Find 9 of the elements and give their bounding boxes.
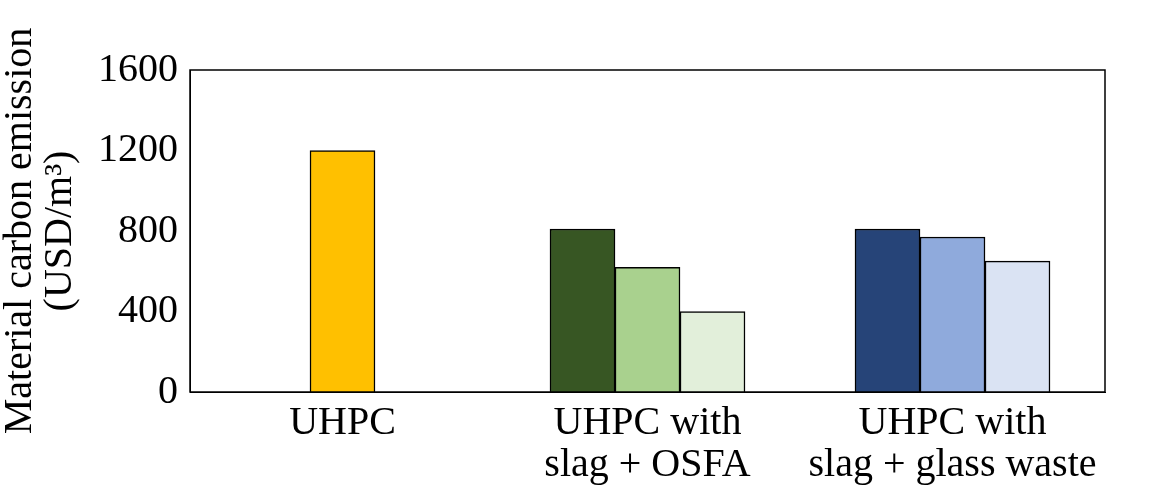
x-tick-label: UHPC with slag + glass waste (808, 397, 1097, 485)
y-tick-label: 800 (118, 205, 178, 251)
x-tick-label: UHPC (289, 397, 396, 443)
y-axis-title: Material carbon emission (USD/m³) (0, 27, 80, 435)
x-tick-label: UHPC with slag + OSFA (544, 397, 751, 485)
y-tick-label: 1600 (98, 44, 178, 90)
y-tick-label: 1200 (98, 125, 178, 170)
y-tick-label: 400 (118, 286, 178, 331)
y-tick-label: 0 (158, 366, 178, 412)
